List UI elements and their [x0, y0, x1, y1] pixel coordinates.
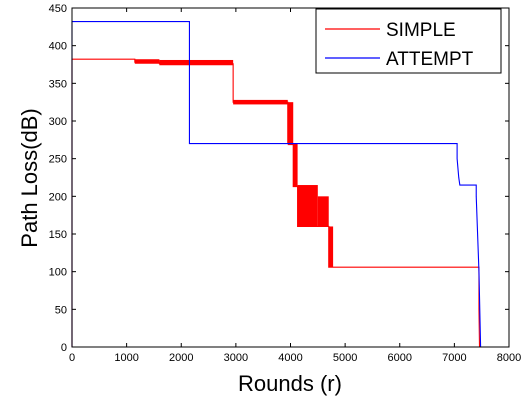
- series-layer: [71, 21, 482, 348]
- series-simple-band: [317, 196, 329, 227]
- y-tick-label: 450: [49, 3, 67, 15]
- y-tick-label: 250: [49, 154, 67, 166]
- series-attempt: [71, 21, 482, 348]
- x-tick-label: 3000: [224, 352, 248, 364]
- series-simple-band: [134, 59, 160, 64]
- x-tick-label: 8000: [497, 352, 521, 364]
- legend-label-attempt: ATTEMPT: [386, 49, 474, 70]
- legend-box: [315, 8, 502, 74]
- x-axis-ticks: 0 1000 2000 3000 4000 5000 6000 7000 8000: [69, 8, 521, 364]
- x-tick-label: 2000: [169, 352, 193, 364]
- y-tick-label: 150: [49, 229, 67, 241]
- x-tick-label: 4000: [278, 352, 302, 364]
- y-axis-ticks: 0 50 100 150 200 250 300 350 400 450: [49, 3, 509, 354]
- series-simple-band: [159, 59, 234, 66]
- y-tick-label: 350: [49, 78, 67, 90]
- x-tick-label: 5000: [333, 352, 357, 364]
- x-tick-label: 1000: [114, 352, 138, 364]
- y-tick-label: 200: [49, 191, 67, 203]
- x-tick-label: 6000: [388, 352, 412, 364]
- series-attempt-line: [71, 21, 482, 348]
- y-tick-label: 100: [49, 267, 67, 279]
- x-tick-label: 0: [69, 352, 75, 364]
- y-tick-label: 400: [49, 41, 67, 53]
- series-simple-band: [293, 143, 298, 187]
- y-tick-label: 0: [61, 342, 67, 354]
- y-axis-label: Path Loss(dB): [17, 108, 42, 247]
- x-axis-label: Rounds (r): [238, 371, 342, 396]
- series-simple-band: [328, 226, 334, 268]
- y-tick-label: 300: [49, 116, 67, 128]
- series-simple: [71, 58, 481, 348]
- y-tick-label: 50: [55, 304, 67, 316]
- series-simple-band: [287, 102, 294, 146]
- legend-label-simple: SIMPLE: [386, 20, 456, 41]
- series-simple-band: [297, 185, 318, 227]
- x-tick-label: 7000: [442, 352, 466, 364]
- legend: SIMPLE ATTEMPT: [315, 8, 502, 74]
